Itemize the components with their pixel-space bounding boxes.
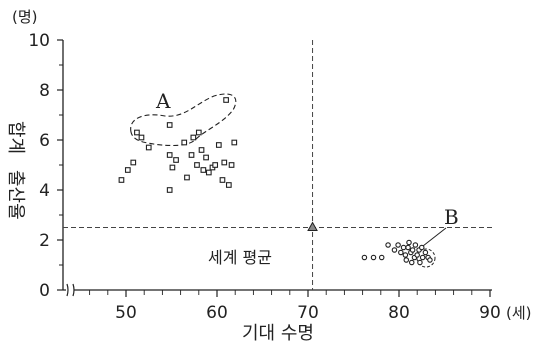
circle-point (391, 247, 398, 253)
circle-point (409, 247, 416, 253)
circle-point (417, 259, 423, 266)
circle-point (395, 242, 401, 248)
axis-break-icon (66, 283, 75, 297)
square-point (124, 167, 131, 173)
circle-point (385, 242, 391, 248)
group-b-label: B (444, 205, 459, 229)
circle-point (418, 244, 425, 251)
group-a-outline (130, 93, 237, 147)
circle-point (427, 257, 433, 263)
x-tick-label: 50 (115, 303, 137, 323)
square-point (188, 152, 195, 158)
circle-point (412, 242, 419, 248)
y-axis-title-line2: 출산율 (5, 170, 26, 220)
circle-point (370, 254, 377, 261)
square-point (219, 177, 226, 183)
world-average-label: 세계 평균 (208, 248, 272, 267)
square-point (223, 97, 229, 103)
square-point (169, 164, 176, 171)
world-average-label-bg (206, 246, 296, 268)
circle-point (406, 239, 412, 246)
square-point (228, 162, 235, 168)
x-tick-label: 80 (388, 303, 410, 323)
group-a-label: A (155, 89, 171, 113)
world-average-marker (307, 221, 318, 231)
circle-point (400, 244, 407, 251)
circle-point (422, 249, 429, 256)
square-point (205, 169, 212, 176)
circle-point (408, 259, 415, 266)
square-point (190, 134, 197, 141)
circle-point (414, 252, 420, 258)
y-axis-unit: (명) (12, 8, 38, 26)
square-point (166, 187, 173, 193)
square-point (195, 129, 202, 136)
circle-point (361, 254, 368, 261)
square-point (221, 159, 228, 166)
square-point (194, 162, 200, 168)
square-point (215, 142, 222, 148)
y-tick-label: 0 (39, 281, 50, 301)
circle-point (398, 249, 404, 256)
square-point (184, 174, 190, 181)
y-tick-label: 10 (28, 31, 50, 51)
y-axis-title-line1: 합계 (5, 121, 26, 154)
square-point (166, 122, 173, 128)
square-point (145, 144, 152, 151)
x-tick-label: 60 (206, 303, 228, 323)
square-point (134, 129, 140, 136)
x-tick-label: 70 (297, 303, 319, 323)
x-tick-label: 90 (479, 303, 501, 323)
y-tick-label: 2 (39, 231, 50, 251)
circle-point (403, 257, 410, 263)
square-point (166, 152, 173, 158)
group-b-outline (416, 248, 436, 268)
circle-point (378, 254, 385, 261)
square-point (212, 162, 219, 168)
circle-point (419, 254, 426, 261)
square-point (130, 159, 137, 166)
square-point (138, 134, 145, 141)
circle-point (402, 252, 409, 258)
group-b-leader-line (422, 227, 447, 247)
square-point (225, 182, 232, 188)
square-point (173, 157, 179, 163)
square-point (200, 167, 207, 173)
square-point (203, 154, 209, 161)
y-tick-label: 4 (39, 181, 50, 201)
square-point (198, 147, 205, 153)
circle-point (405, 244, 411, 251)
y-tick-label: 8 (39, 81, 50, 101)
x-axis-title: 기대 수명 (242, 323, 314, 344)
square-point (118, 177, 125, 183)
y-tick-label: 6 (39, 131, 50, 151)
square-point (231, 139, 238, 146)
square-point (181, 139, 188, 146)
x-axis-unit: (세) (506, 304, 532, 322)
